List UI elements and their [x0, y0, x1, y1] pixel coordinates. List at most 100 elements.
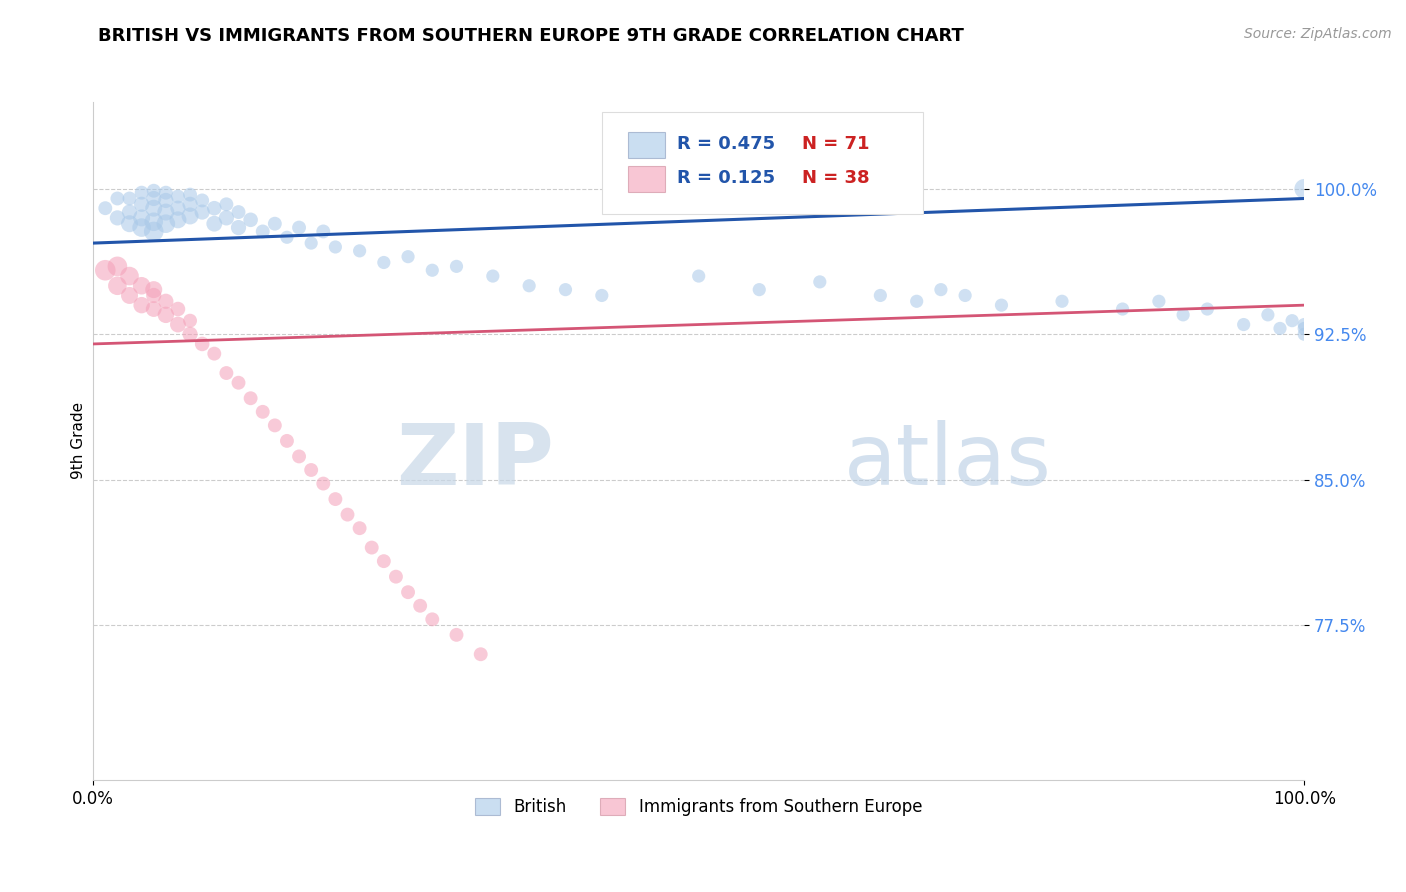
- Point: [202, 346, 225, 360]
- Text: Source: ZipAtlas.com: Source: ZipAtlas.com: [1244, 27, 1392, 41]
- Point: [325, 492, 347, 507]
- Point: [215, 197, 238, 211]
- Point: [239, 391, 262, 405]
- Y-axis label: 9th Grade: 9th Grade: [72, 402, 86, 480]
- Point: [167, 301, 190, 316]
- Legend: British, Immigrants from Southern Europe: British, Immigrants from Southern Europe: [468, 791, 929, 823]
- Point: [179, 327, 201, 342]
- Point: [252, 405, 274, 419]
- Point: [179, 197, 201, 211]
- Point: [1197, 301, 1219, 316]
- Point: [1294, 321, 1316, 335]
- Point: [470, 647, 492, 661]
- Point: [1233, 318, 1256, 332]
- Point: [1050, 294, 1073, 309]
- Point: [1147, 294, 1170, 309]
- Point: [118, 288, 141, 302]
- Point: [107, 278, 129, 293]
- Text: R = 0.475: R = 0.475: [676, 136, 775, 153]
- Point: [155, 194, 177, 208]
- Point: [228, 220, 250, 235]
- Point: [263, 418, 285, 433]
- Point: [142, 301, 165, 316]
- Point: [131, 220, 153, 235]
- Bar: [628, 166, 665, 192]
- Point: [929, 283, 952, 297]
- Point: [953, 288, 976, 302]
- Point: [688, 268, 710, 283]
- Point: [167, 189, 190, 203]
- Point: [905, 294, 928, 309]
- Point: [748, 283, 770, 297]
- Text: N = 71: N = 71: [801, 136, 869, 153]
- Point: [107, 192, 129, 206]
- Point: [215, 366, 238, 380]
- Point: [299, 463, 322, 477]
- Point: [179, 187, 201, 202]
- Point: [155, 186, 177, 200]
- Point: [142, 288, 165, 302]
- Point: [446, 628, 468, 642]
- Point: [107, 211, 129, 225]
- Point: [360, 541, 382, 555]
- Point: [409, 599, 432, 613]
- Point: [325, 240, 347, 254]
- Point: [191, 337, 214, 351]
- Point: [142, 192, 165, 206]
- Point: [155, 308, 177, 322]
- Point: [396, 585, 419, 599]
- Point: [349, 244, 371, 258]
- Point: [142, 184, 165, 198]
- Point: [1111, 301, 1133, 316]
- Point: [420, 263, 443, 277]
- Point: [1294, 182, 1316, 196]
- Point: [118, 192, 141, 206]
- Point: [202, 201, 225, 215]
- Point: [990, 298, 1012, 312]
- Point: [276, 230, 298, 244]
- Point: [167, 201, 190, 215]
- Point: [288, 450, 311, 464]
- Point: [155, 294, 177, 309]
- Point: [446, 260, 468, 274]
- Point: [312, 224, 335, 238]
- Point: [167, 212, 190, 227]
- Point: [263, 217, 285, 231]
- Point: [131, 186, 153, 200]
- Point: [191, 194, 214, 208]
- Point: [228, 205, 250, 219]
- Text: atlas: atlas: [844, 420, 1052, 503]
- Point: [554, 283, 576, 297]
- Point: [1268, 321, 1291, 335]
- Text: R = 0.125: R = 0.125: [676, 169, 775, 187]
- Point: [118, 205, 141, 219]
- Point: [202, 217, 225, 231]
- Point: [808, 275, 831, 289]
- Point: [142, 201, 165, 215]
- Point: [131, 197, 153, 211]
- Point: [396, 250, 419, 264]
- Point: [142, 215, 165, 229]
- Point: [517, 278, 540, 293]
- Point: [228, 376, 250, 390]
- Point: [252, 224, 274, 238]
- Point: [288, 220, 311, 235]
- Point: [155, 205, 177, 219]
- Point: [1294, 318, 1316, 332]
- Point: [482, 268, 505, 283]
- Point: [142, 283, 165, 297]
- Point: [349, 521, 371, 535]
- Point: [191, 205, 214, 219]
- Point: [131, 298, 153, 312]
- Point: [94, 201, 117, 215]
- Point: [1257, 308, 1279, 322]
- Point: [420, 612, 443, 626]
- FancyBboxPatch shape: [602, 112, 922, 213]
- Point: [373, 255, 395, 269]
- Text: N = 38: N = 38: [801, 169, 869, 187]
- Point: [118, 217, 141, 231]
- Point: [131, 211, 153, 225]
- Point: [94, 263, 117, 277]
- Point: [215, 211, 238, 225]
- Point: [336, 508, 359, 522]
